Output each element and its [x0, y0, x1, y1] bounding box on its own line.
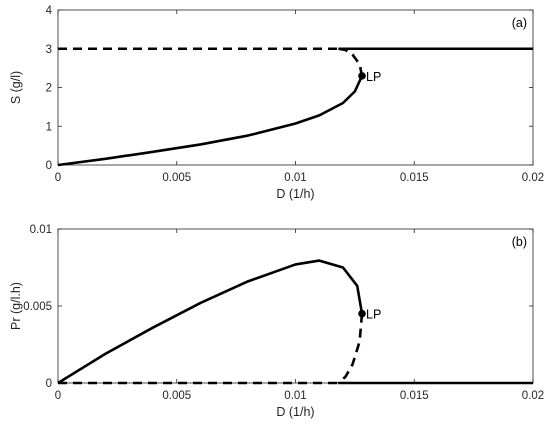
y-axis-label: Pr (g/l.h) [9, 282, 23, 330]
axes-box [57, 228, 534, 384]
series-line-solid [58, 259, 364, 385]
x-axis-label: D (1/h) [276, 405, 314, 419]
axes-box [57, 9, 534, 166]
panel-tag: (b) [512, 235, 527, 249]
x-axis-label: D (1/h) [276, 187, 314, 201]
x-tick-label: 0.015 [400, 172, 429, 184]
panel-b: 0 0.005 0.01 0.015 0.02 0 0.005 0.01 D (1/h) Pr (… [9, 224, 544, 419]
panel-tag: (a) [512, 16, 527, 30]
x-tick-label: 0.01 [284, 172, 306, 184]
y-tick-label: 0.01 [30, 224, 52, 236]
y-tick-label: 4 [46, 5, 53, 17]
x-tick-label: 0.01 [284, 390, 306, 402]
series-line-dashed [338, 47, 364, 77]
y-tick-label: 0.005 [23, 301, 52, 313]
y-tick-label: 0 [46, 160, 52, 172]
y-axis-label: S (g/l) [9, 71, 23, 104]
y-tick-label: 1 [46, 121, 52, 133]
series-line-dashed [337, 313, 364, 384]
x-tick-label: 0 [55, 172, 61, 184]
y-tick-label: 2 [46, 83, 52, 95]
y-tick-label: 0 [46, 378, 52, 390]
x-tick-label: 0.005 [162, 390, 191, 402]
x-tick-label: 0.005 [162, 172, 191, 184]
series-line-solid [58, 75, 364, 167]
panel-a: 0 0.005 0.01 0.015 0.02 0 1 2 3 4 D (1/h) S (g/l) LP… [9, 5, 544, 201]
y-tick-label: 3 [46, 44, 52, 56]
x-tick-label: 0 [55, 390, 61, 402]
limit-point-label: LP [366, 308, 381, 322]
x-tick-label: 0.015 [400, 390, 429, 402]
limit-point-marker [358, 309, 366, 318]
limit-point-label: LP [366, 70, 381, 84]
x-tick-label: 0.02 [522, 172, 544, 184]
limit-point-marker [358, 72, 366, 80]
x-tick-label: 0.02 [522, 390, 544, 402]
